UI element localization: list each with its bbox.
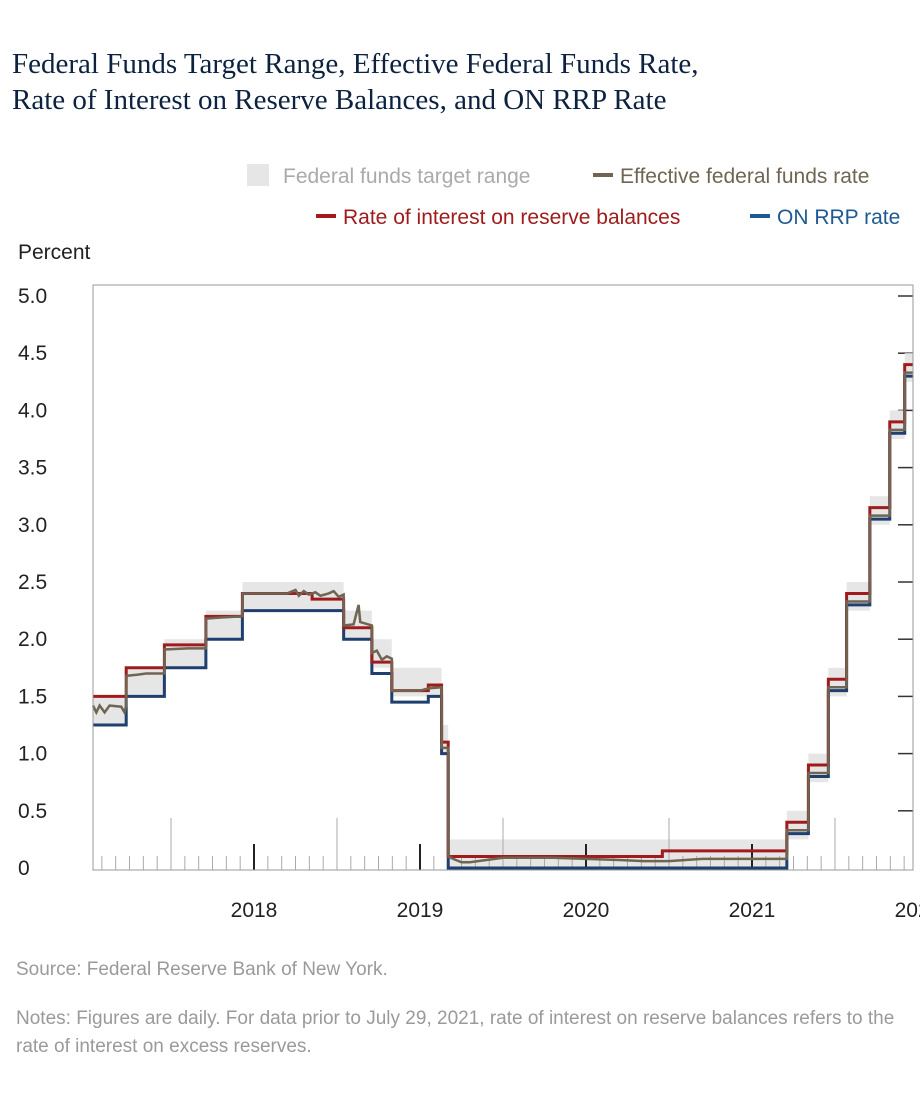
source-note: Source: Federal Reserve Bank of New York… xyxy=(16,959,388,980)
legend-target-range-swatch xyxy=(247,164,269,186)
y-tick-label: 1.0 xyxy=(18,743,47,766)
x-axis-labels: 2018 2019 2020 2021 2022 xyxy=(231,899,920,922)
y-tick-label: 2.0 xyxy=(18,628,47,651)
target-range-segment xyxy=(448,839,787,868)
target-range-band xyxy=(93,353,913,868)
y-tick-label: 5.0 xyxy=(18,285,47,308)
y-tick-label: 4.0 xyxy=(18,399,47,422)
plot-frame xyxy=(92,284,914,871)
series-lines xyxy=(91,363,913,870)
chart-title-line-2: Rate of Interest on Reserve Balances, an… xyxy=(12,84,667,116)
x-tick-label: 2021 xyxy=(729,899,776,922)
effr-line xyxy=(91,371,913,864)
y-tick-label: 3.0 xyxy=(18,514,47,537)
y-tick-label: 3.5 xyxy=(18,457,47,480)
legend-target-range-label: Federal funds target range xyxy=(283,165,531,188)
legend-onrrp-label: ON RRP rate xyxy=(777,206,900,229)
target-range-segment xyxy=(441,725,449,754)
target-range-segment xyxy=(242,582,344,611)
chart: Federal funds target range Effective fed… xyxy=(18,164,920,922)
y-axis-label: Percent xyxy=(18,241,91,264)
y-tick-label: 0.5 xyxy=(18,800,47,823)
chart-title-line-1: Federal Funds Target Range, Effective Fe… xyxy=(12,48,699,80)
target-range-segment xyxy=(126,667,165,697)
x-tick-label: 2019 xyxy=(397,899,444,922)
legend: Federal funds target range Effective fed… xyxy=(247,164,900,229)
y-tick-label: 0 xyxy=(18,857,30,880)
legend-iorb-label: Rate of interest on reserve balances xyxy=(343,206,680,229)
target-range-segment xyxy=(904,353,913,382)
x-tick-label: 2018 xyxy=(231,899,278,922)
chart-title: Federal Funds Target Range, Effective Fe… xyxy=(12,46,912,118)
legend-effr-label: Effective federal funds rate xyxy=(620,165,869,188)
y-axis-ticks: 5.0 4.5 4.0 3.5 3.0 2.5 2.0 1.5 1.0 0.5 0 xyxy=(18,285,913,880)
y-tick-label: 4.5 xyxy=(18,342,47,365)
x-tick-label: 2022 xyxy=(895,899,920,922)
y-tick-label: 1.5 xyxy=(18,685,47,708)
x-tick-label: 2020 xyxy=(563,899,610,922)
notes: Notes: Figures are daily. For data prior… xyxy=(16,1008,895,1057)
y-tick-label: 2.5 xyxy=(18,571,47,594)
